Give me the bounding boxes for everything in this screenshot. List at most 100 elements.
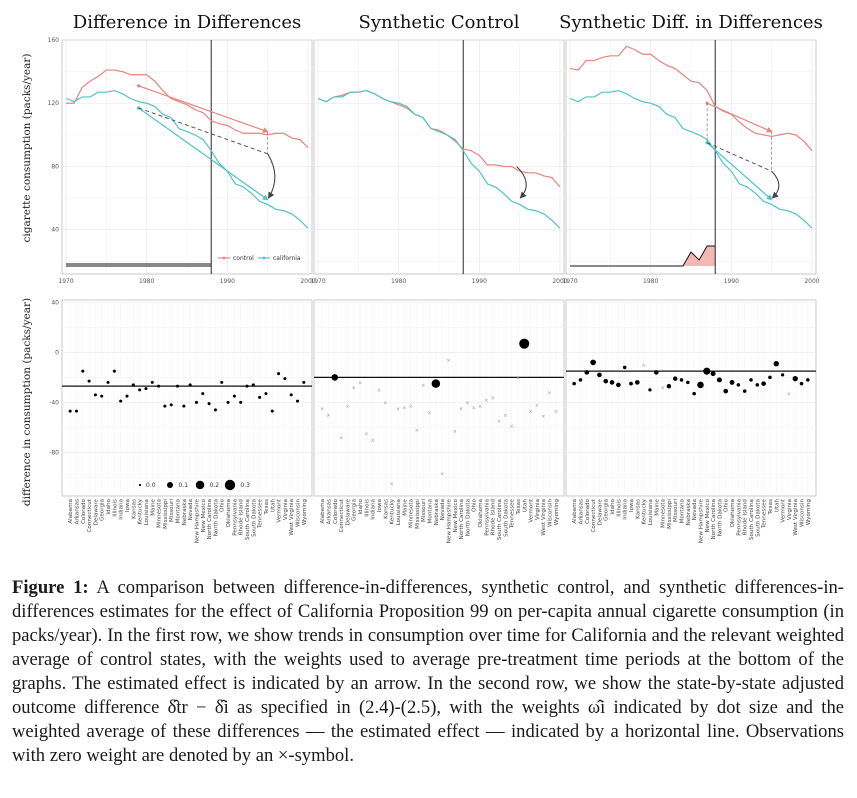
- state-difference-dot: [81, 369, 85, 373]
- state-difference-dot: [431, 379, 441, 388]
- state-difference-dot: [686, 380, 690, 385]
- state-label: Virginia: [283, 499, 289, 520]
- california-series-line: [569, 89, 813, 229]
- state-difference-dot: [194, 400, 199, 404]
- state-label: South Carolina: [749, 499, 755, 540]
- y-tick-label: 120: [48, 100, 60, 107]
- zero-weight-marker: ×: [497, 419, 501, 425]
- x-tick-label: 1970: [562, 278, 577, 285]
- state-difference-dot: [100, 394, 104, 398]
- state-label: Minnesota: [409, 499, 415, 528]
- zero-weight-marker: ×: [371, 438, 375, 444]
- legend-california-label: california: [273, 255, 301, 262]
- state-difference-dot: [597, 372, 602, 378]
- state-label: North Dakota: [717, 499, 723, 536]
- state-label: Tennessee: [510, 498, 516, 529]
- state-label: Indiana: [371, 499, 377, 520]
- zero-weight-marker: ×: [516, 375, 520, 381]
- state-label: Illinois: [364, 499, 370, 517]
- control-trend-segment: [706, 102, 773, 133]
- state-label: West Virginia: [541, 499, 547, 536]
- state-label: Ohio: [472, 498, 478, 512]
- zero-weight-marker: ×: [787, 392, 791, 398]
- state-difference-dot: [692, 391, 696, 396]
- state-difference-dot: [590, 359, 596, 366]
- x-tick-label: 1990: [220, 278, 235, 285]
- state-label: Virginia: [787, 499, 793, 520]
- state-difference-dot: [616, 382, 621, 388]
- state-difference-dot: [761, 381, 766, 386]
- state-label: Arkansas: [578, 499, 584, 525]
- state-label: Illinois: [616, 499, 622, 517]
- state-label: Missouri: [169, 499, 175, 522]
- state-label: Montana: [680, 499, 686, 523]
- state-label: Pennsylvania: [736, 499, 742, 536]
- state-difference-dot: [749, 378, 753, 382]
- state-difference-dot: [239, 400, 243, 404]
- state-label: Arkansas: [74, 499, 80, 525]
- state-label: New Hampshire: [446, 498, 452, 543]
- state-label: Kentucky: [138, 498, 144, 524]
- state-difference-dot: [213, 408, 217, 412]
- state-difference-dot: [175, 384, 180, 388]
- state-label: Louisiana: [144, 499, 150, 525]
- x-tick-label: 1990: [724, 278, 739, 285]
- state-difference-dot: [182, 404, 186, 408]
- y-tick-label: 0: [55, 349, 59, 356]
- state-difference-dot: [220, 380, 224, 384]
- sc-trend-panel: Synthetic Control 1970 1980 1990 2000: [310, 12, 567, 285]
- state-difference-dot: [622, 365, 627, 370]
- state-label: Pennsylvania: [232, 499, 238, 536]
- state-label: Oklahoma: [226, 499, 232, 527]
- state-difference-dot: [258, 395, 262, 399]
- state-label: Wisconsin: [296, 499, 302, 527]
- state-label: Virginia: [535, 499, 541, 520]
- state-difference-dot: [131, 383, 135, 387]
- state-difference-dot: [226, 400, 230, 404]
- state-difference-dot: [112, 369, 116, 373]
- zero-weight-marker: ×: [459, 407, 463, 413]
- time-weight-line: [570, 245, 716, 267]
- state-label: Wyoming: [554, 499, 560, 526]
- state-label: South Carolina: [245, 499, 251, 540]
- zero-weight-marker: ×: [358, 380, 362, 386]
- size-legend-label: 0.3: [240, 482, 250, 489]
- state-label: Iowa: [125, 499, 131, 512]
- zero-weight-marker: ×: [642, 363, 646, 369]
- zero-weight-marker: ×: [535, 403, 539, 409]
- size-legend-dot: [138, 483, 142, 487]
- state-difference-dot: [806, 378, 810, 382]
- state-label: Vermont: [781, 498, 787, 522]
- state-difference-dot: [201, 392, 205, 396]
- panel-title-sc: Synthetic Control: [359, 12, 520, 33]
- zero-weight-marker: ×: [510, 424, 514, 430]
- state-label: Delaware: [597, 498, 603, 525]
- zero-weight-marker: ×: [383, 400, 387, 406]
- state-difference-dot: [519, 338, 530, 349]
- zero-weight-marker: ×: [547, 390, 551, 396]
- state-label: Missouri: [673, 499, 679, 522]
- state-label: Idaho: [610, 498, 616, 514]
- state-label: Montana: [428, 499, 434, 523]
- y-tick-label: -40: [49, 399, 59, 406]
- state-label: Alabama: [68, 499, 74, 524]
- state-difference-dot: [283, 377, 287, 381]
- state-label: Montana: [176, 499, 182, 523]
- panel-frame: [61, 299, 313, 497]
- zero-weight-marker: ×: [503, 413, 507, 419]
- x-tick-label: 2000: [804, 278, 819, 285]
- state-label: Tennessee: [258, 498, 264, 529]
- zero-weight-marker: ×: [446, 358, 450, 364]
- panel-frame: [313, 299, 565, 497]
- zero-weight-marker: ×: [402, 405, 406, 411]
- state-difference-dot: [666, 383, 672, 389]
- x-tick-label: 1990: [472, 278, 487, 285]
- state-difference-dot: [232, 394, 236, 398]
- sdid-difference-panel: × × × Alabama Arkansas Colorado Connecticut Del…: [565, 299, 817, 543]
- state-difference-dot: [188, 383, 192, 387]
- state-difference-dot: [799, 381, 804, 386]
- zero-weight-marker: ×: [453, 429, 457, 435]
- state-difference-dot: [251, 383, 255, 387]
- state-label: Mississippi: [415, 499, 421, 529]
- state-difference-dot: [119, 399, 123, 403]
